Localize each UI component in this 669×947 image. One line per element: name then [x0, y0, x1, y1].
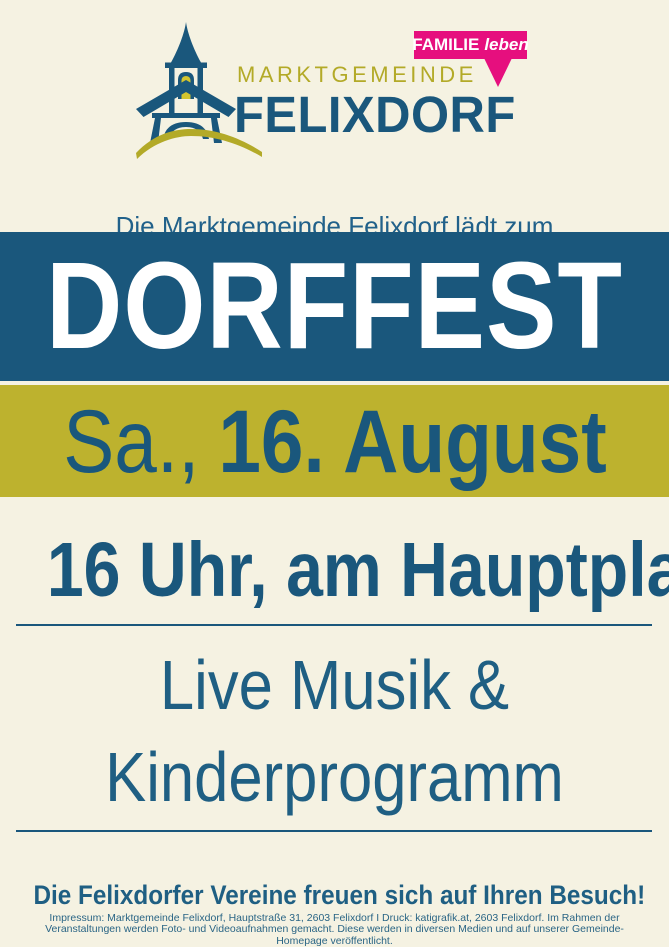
time-place-line: 16 Uhr, am Hauptplatz: [46, 527, 669, 613]
badge-text-primary: FAMILIE: [412, 35, 480, 54]
event-date-day: Sa.,: [62, 390, 199, 491]
event-date-main: 16. August: [217, 390, 607, 491]
badge-text-secondary: leben: [484, 35, 529, 54]
church-tower-icon: [136, 22, 262, 159]
event-title: DORFFEST: [46, 238, 623, 375]
closing-line: Die Felixdorfer Vereine freuen sich auf …: [33, 880, 646, 910]
familie-leben-badge: FAMILIE leben: [412, 31, 529, 59]
impressum-text: Impressum: Marktgemeinde Felixdorf, Haup…: [45, 911, 624, 947]
badge-tail-pointer: [484, 58, 512, 87]
divider-bottom: [16, 830, 652, 832]
divider-top: [16, 624, 652, 626]
logo-header: MARKTGEMEINDE FELIXDORF FAMILIE leben: [0, 0, 669, 232]
logo-org-line2: FELIXDORF: [234, 86, 516, 143]
title-band: DORFFEST: [0, 232, 669, 381]
event-date: Sa., 16. August: [63, 390, 607, 493]
date-band: Sa., 16. August: [0, 385, 669, 497]
logo-org-line1: MARKTGEMEINDE: [237, 62, 477, 87]
program-line2: Kinderprogramm: [105, 738, 564, 816]
program-line1: Live Musik &: [159, 646, 510, 724]
